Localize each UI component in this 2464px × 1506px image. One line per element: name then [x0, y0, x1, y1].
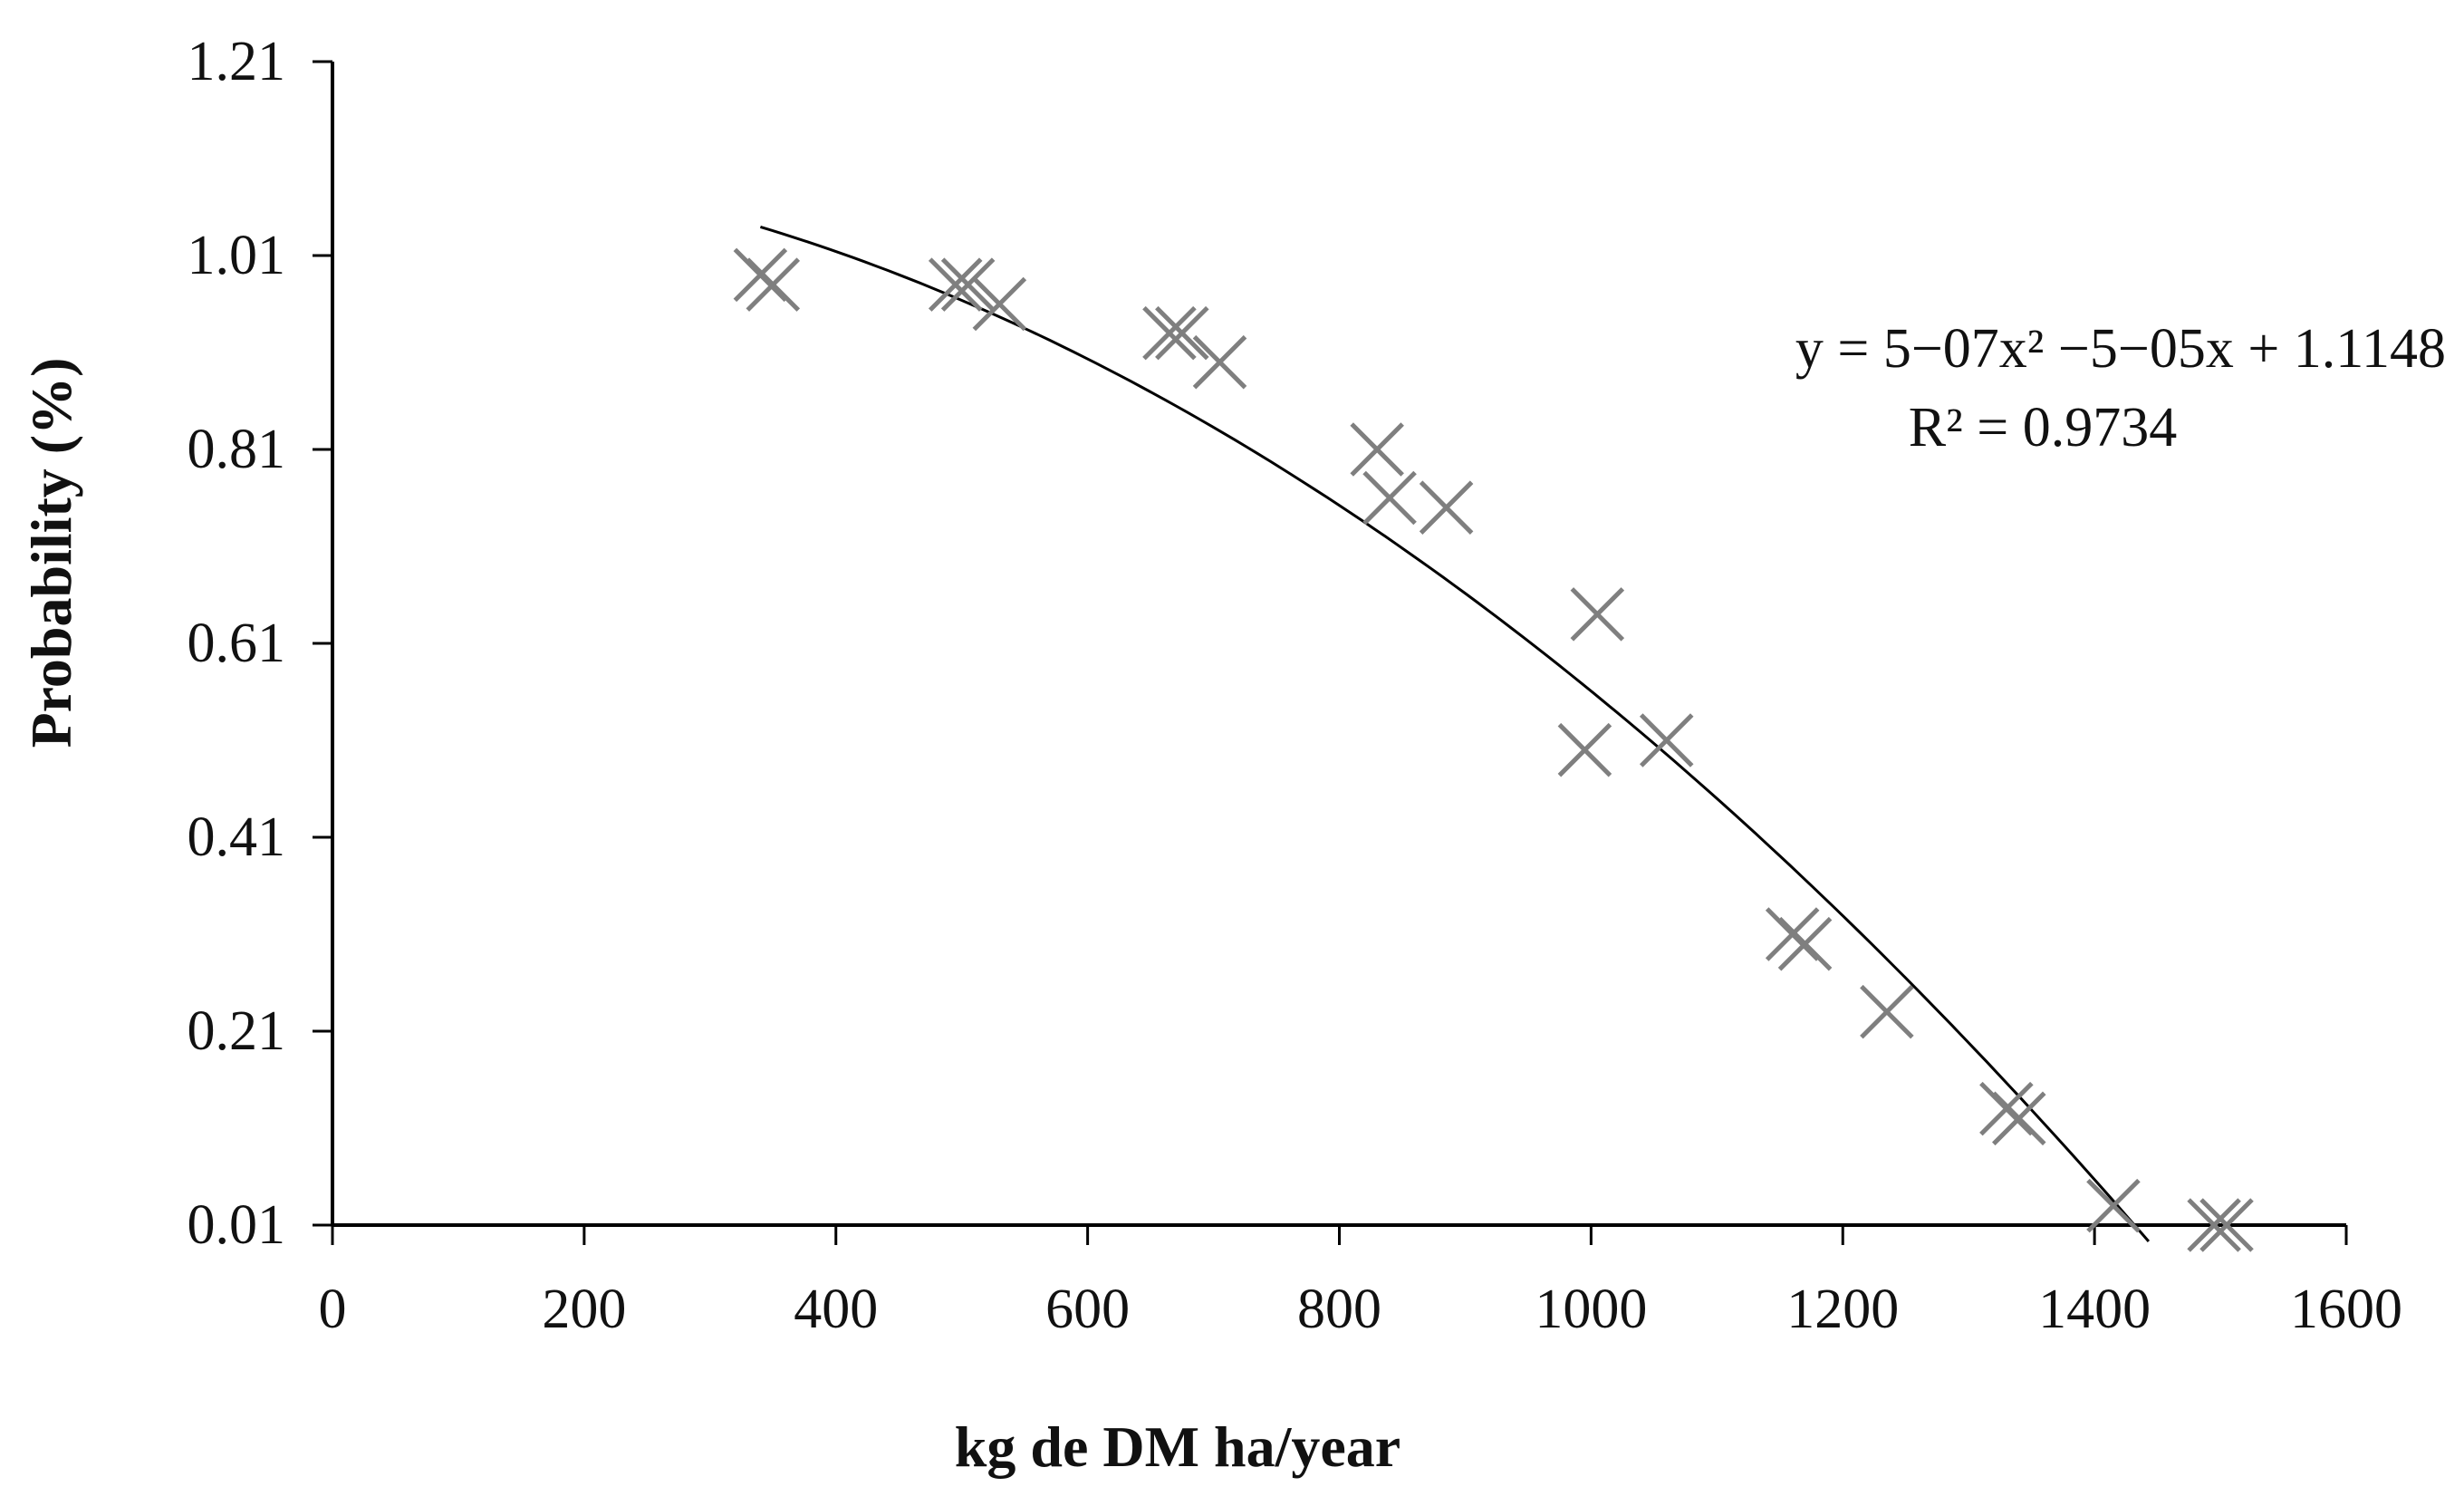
x-tick-label: 1200	[1786, 1279, 1899, 1340]
data-point	[2187, 1198, 2241, 1252]
x-tick-label: 1000	[1535, 1279, 1647, 1340]
data-point	[1350, 422, 1404, 477]
x-tick-label: 0	[319, 1279, 347, 1340]
data-point	[1142, 305, 1197, 361]
data-point	[940, 257, 996, 312]
x-tick-label: 200	[542, 1279, 626, 1340]
x-tick-label: 600	[1045, 1279, 1130, 1340]
y-tick-label: 1.21	[188, 31, 286, 92]
y-axis-ticks: 0.01 0.21 0.41 0.61 0.81 1.01 1.21	[188, 31, 332, 1256]
data-point	[1991, 1091, 2046, 1146]
data-point	[746, 257, 801, 312]
data-point	[2086, 1178, 2141, 1233]
data-points	[733, 247, 2254, 1252]
y-tick-label: 0.21	[188, 1000, 286, 1062]
data-point	[1192, 334, 1247, 390]
data-point	[972, 276, 1027, 332]
data-point	[1155, 305, 1209, 361]
data-point	[1860, 984, 1914, 1039]
y-tick-label: 1.01	[188, 225, 286, 286]
equation-label: y = 5−07x² −5−05x + 1.1148	[1795, 318, 2446, 380]
x-tick-label: 1400	[2038, 1279, 2151, 1340]
data-point	[1362, 470, 1417, 526]
y-tick-label: 0.81	[188, 419, 286, 480]
data-point	[928, 257, 983, 312]
data-point	[1777, 916, 1833, 971]
y-tick-label: 0.01	[188, 1194, 286, 1256]
data-point	[2199, 1198, 2254, 1252]
data-point	[1557, 722, 1612, 777]
data-point	[1639, 713, 1694, 767]
x-tick-label: 1600	[2290, 1279, 2402, 1340]
r-squared-label: R² = 0.9734	[1909, 397, 2177, 459]
y-tick-label: 0.61	[188, 613, 286, 674]
data-point	[1419, 480, 1474, 535]
y-tick-label: 0.41	[188, 806, 286, 868]
x-tick-label: 400	[794, 1279, 878, 1340]
x-tick-label: 800	[1297, 1279, 1381, 1340]
x-axis-ticks: 0 200 400 600 800 1000 1200 1400 1600	[319, 1225, 2402, 1340]
x-axis-title: kg de DM ha/year	[955, 1414, 1400, 1479]
data-point	[1570, 587, 1625, 642]
y-axis-title: Probability (%)	[19, 358, 83, 748]
